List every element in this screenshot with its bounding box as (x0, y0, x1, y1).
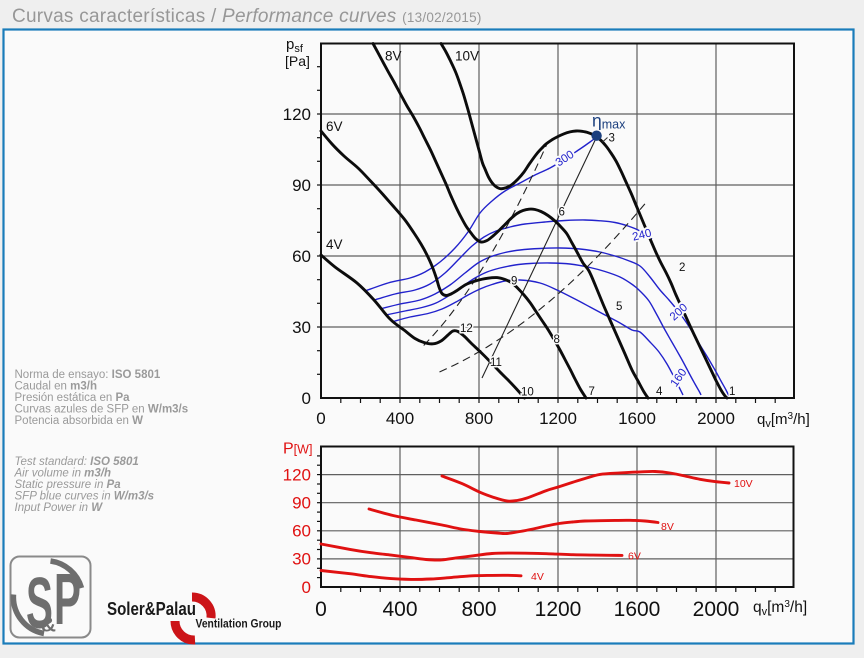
svg-text:Soler&Palau: Soler&Palau (107, 598, 196, 619)
svg-text:120: 120 (283, 465, 311, 484)
svg-text:Norma de ensayo: ISO 5801: Norma de ensayo: ISO 5801 (15, 369, 161, 381)
svg-text:Input Power in W: Input Power in W (15, 502, 104, 514)
svg-text:800: 800 (461, 598, 496, 621)
svg-text:400: 400 (386, 409, 414, 428)
svg-text:10: 10 (521, 387, 534, 399)
svg-text:6: 6 (559, 207, 565, 219)
svg-text:10V: 10V (455, 49, 479, 64)
svg-text:Test standard: ISO 5801: Test standard: ISO 5801 (15, 456, 139, 468)
svg-text:Curvas características / Perfo: Curvas características / Performance cur… (12, 6, 482, 27)
svg-text:4V: 4V (326, 237, 343, 252)
svg-text:SFP blue curves in W/m3/s: SFP blue curves in W/m3/s (15, 491, 155, 503)
svg-text:0: 0 (302, 578, 311, 597)
svg-text:1: 1 (729, 386, 735, 398)
svg-text:P: P (54, 560, 81, 640)
svg-text:120: 120 (283, 105, 311, 124)
svg-text:9: 9 (511, 276, 517, 288)
svg-text:8V: 8V (385, 49, 402, 64)
svg-text:1200: 1200 (539, 409, 577, 428)
svg-text:qv[m3/h]: qv[m3/h] (757, 411, 810, 430)
svg-text:0: 0 (316, 409, 325, 428)
svg-text:60: 60 (292, 247, 311, 266)
svg-text:&: & (41, 615, 56, 637)
svg-text:qv[m3/h]: qv[m3/h] (753, 599, 807, 618)
svg-text:7: 7 (589, 386, 595, 398)
svg-text:30: 30 (292, 550, 311, 569)
svg-text:Presión estática en Pa: Presión estática en Pa (15, 392, 131, 404)
svg-text:Caudal en m3/h: Caudal en m3/h (15, 380, 97, 392)
svg-text:1600: 1600 (618, 409, 656, 428)
svg-text:4V: 4V (531, 571, 544, 583)
svg-text:3: 3 (609, 133, 615, 145)
svg-text:P[W]: P[W] (283, 441, 312, 458)
svg-text:[Pa]: [Pa] (285, 53, 310, 69)
svg-text:Static pressure in Pa: Static pressure in Pa (15, 479, 122, 491)
svg-text:2000: 2000 (697, 409, 735, 428)
svg-text:Curvas azules de SFP en W/m3/s: Curvas azules de SFP en W/m3/s (15, 403, 189, 415)
svg-text:8: 8 (554, 334, 560, 346)
svg-text:6V: 6V (326, 119, 343, 134)
svg-text:Air volume in m3/h: Air volume in m3/h (14, 468, 112, 480)
svg-text:1600: 1600 (614, 598, 661, 621)
svg-text:5: 5 (616, 301, 622, 313)
svg-text:400: 400 (382, 598, 417, 621)
svg-text:S: S (26, 564, 53, 644)
svg-text:2: 2 (679, 262, 685, 274)
svg-text:Potencia absorbida en W: Potencia absorbida en W (15, 415, 144, 427)
svg-text:6V: 6V (628, 551, 641, 563)
svg-text:800: 800 (465, 409, 493, 428)
svg-text:12: 12 (460, 323, 473, 335)
svg-text:60: 60 (292, 522, 311, 541)
svg-text:8V: 8V (661, 521, 674, 533)
svg-text:11: 11 (490, 357, 502, 369)
svg-text:10V: 10V (734, 478, 753, 490)
svg-text:1200: 1200 (535, 598, 582, 621)
svg-text:2000: 2000 (693, 598, 740, 621)
svg-text:4: 4 (656, 386, 663, 398)
svg-text:90: 90 (292, 494, 311, 513)
svg-text:0: 0 (302, 389, 311, 408)
svg-text:30: 30 (292, 318, 311, 337)
svg-text:Ventilation Group: Ventilation Group (196, 617, 282, 631)
svg-text:90: 90 (292, 176, 311, 195)
svg-text:0: 0 (315, 598, 327, 621)
